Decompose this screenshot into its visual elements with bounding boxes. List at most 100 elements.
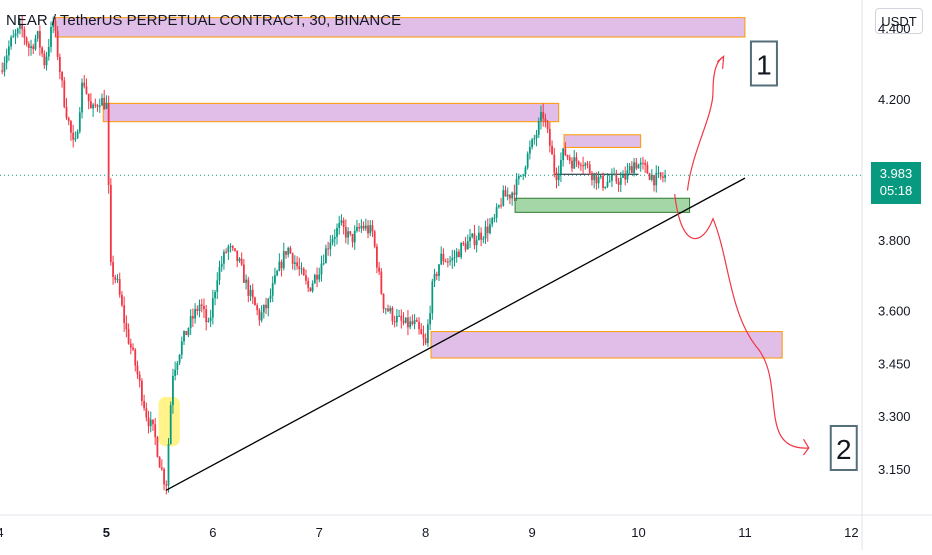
candle-body	[318, 274, 321, 280]
candle-body	[12, 35, 15, 38]
candle-body	[548, 128, 551, 146]
candle-body	[220, 263, 223, 267]
candle-body	[87, 93, 90, 102]
candle-body	[262, 304, 265, 313]
candle-body	[358, 227, 361, 229]
candle-body	[169, 405, 172, 444]
candle-body	[571, 160, 573, 169]
candle-body	[298, 266, 301, 270]
candle-body	[342, 220, 345, 227]
candle-body	[400, 315, 403, 321]
candle-body	[112, 262, 114, 277]
resistance-zone	[430, 331, 783, 359]
candle-body	[10, 37, 12, 47]
candle-body	[477, 232, 480, 241]
scenario-1-path	[686, 55, 725, 191]
trendline	[165, 177, 746, 491]
candle-body	[132, 347, 134, 350]
candle-body	[500, 205, 502, 207]
candle-body	[3, 62, 6, 72]
candle-body	[152, 419, 154, 425]
candle-body	[407, 317, 409, 328]
candle-body	[98, 105, 101, 107]
candle-body	[260, 312, 263, 321]
candle-body	[535, 134, 538, 139]
candle-body	[344, 226, 347, 238]
candle-body	[129, 343, 132, 348]
candle-body	[528, 147, 531, 154]
candle-body	[50, 27, 52, 47]
candle-body	[426, 324, 429, 344]
candle-body	[125, 323, 128, 330]
candle-body	[5, 55, 8, 63]
candle-body	[630, 166, 633, 174]
candle-body	[593, 173, 596, 181]
candle-body	[451, 257, 454, 261]
candle-body	[313, 274, 316, 284]
candle-body	[203, 305, 205, 310]
candle-body	[411, 321, 414, 325]
candle-body	[187, 328, 190, 336]
candle-body	[316, 274, 318, 280]
candle-body	[575, 157, 578, 162]
candle-body	[662, 176, 664, 178]
candle-body	[387, 308, 389, 312]
candle-body	[482, 238, 485, 240]
zones-layer	[54, 17, 783, 447]
candle-body	[70, 121, 72, 133]
candle-body	[413, 320, 416, 325]
candle-body	[473, 233, 476, 246]
candle-body	[637, 164, 640, 169]
candle-body	[54, 20, 57, 32]
candle-body	[21, 24, 24, 30]
candle-body	[562, 148, 565, 161]
candle-body	[32, 46, 35, 50]
candle-body	[444, 261, 447, 263]
candle-body	[533, 138, 536, 140]
candle-body	[329, 242, 332, 250]
scenario-label-box	[749, 40, 778, 87]
candle-body	[254, 297, 256, 306]
candle-body	[189, 316, 192, 329]
candle-body	[604, 186, 607, 188]
candle-body	[524, 167, 527, 175]
candle-body	[453, 257, 456, 259]
candle-body	[194, 308, 197, 319]
candle-body	[622, 174, 624, 178]
candle-body	[291, 253, 294, 264]
candle-body	[553, 154, 556, 173]
candle-body	[520, 175, 522, 177]
candle-body	[127, 329, 130, 344]
candle-body	[424, 338, 427, 344]
candle-body	[327, 248, 330, 250]
candle-body	[599, 175, 602, 178]
candle-body	[41, 47, 44, 54]
candle-body	[526, 153, 529, 168]
y-tick-label: 3.300	[878, 409, 911, 424]
resistance-zone	[563, 134, 642, 148]
candle-body	[418, 321, 420, 330]
candle-body	[568, 157, 571, 161]
candle-body	[178, 354, 181, 363]
candle-body	[404, 317, 407, 323]
candle-body	[349, 231, 352, 235]
candle-body	[214, 291, 216, 299]
candle-body	[236, 250, 239, 261]
candle-body	[389, 307, 392, 312]
candle-body	[655, 173, 658, 186]
currency-selector[interactable]: USDT	[875, 8, 923, 34]
candle-body	[225, 251, 228, 253]
candle-body	[440, 253, 443, 265]
candle-body	[145, 408, 148, 418]
candle-body	[613, 173, 616, 175]
candle-body	[287, 247, 290, 255]
candle-body	[458, 251, 460, 258]
candle-body	[617, 181, 620, 185]
candle-body	[269, 295, 272, 299]
candle-body	[118, 279, 121, 295]
candle-body	[442, 253, 445, 262]
candle-body	[109, 184, 112, 263]
y-tick-label: 3.600	[878, 303, 911, 318]
candle-body	[227, 246, 230, 253]
